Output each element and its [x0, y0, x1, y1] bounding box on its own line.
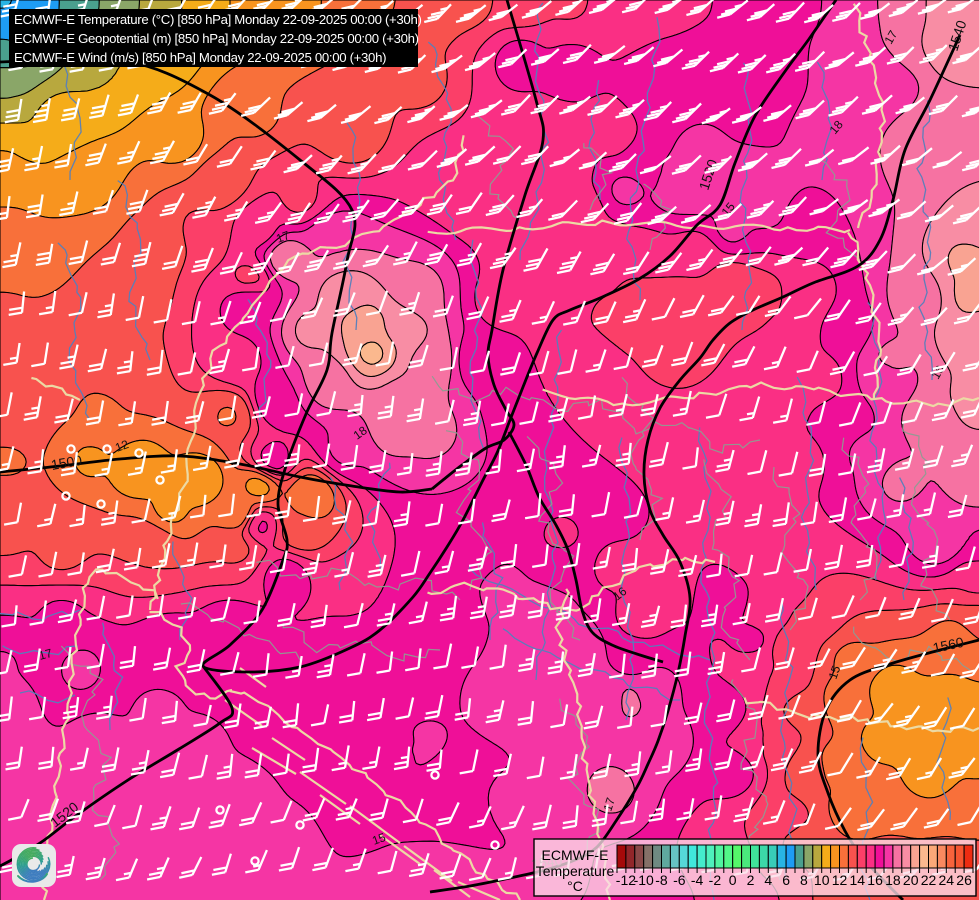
svg-text:12: 12 [832, 872, 848, 888]
svg-text:8: 8 [800, 872, 808, 888]
svg-text:22: 22 [921, 872, 937, 888]
svg-text:10: 10 [814, 872, 830, 888]
svg-text:17: 17 [37, 646, 54, 663]
svg-text:17: 17 [881, 28, 900, 47]
svg-text:0: 0 [729, 872, 737, 888]
svg-text:-4: -4 [691, 872, 704, 888]
svg-text:-10: -10 [634, 872, 654, 888]
svg-text:2: 2 [747, 872, 755, 888]
svg-text:17: 17 [274, 228, 292, 246]
svg-text:20: 20 [903, 872, 919, 888]
svg-text:1560: 1560 [931, 634, 965, 656]
svg-text:ECMWF-E Wind (m/s) [850 hPa] M: ECMWF-E Wind (m/s) [850 hPa] Monday 22-0… [14, 50, 386, 65]
svg-text:6: 6 [782, 872, 790, 888]
svg-text:16: 16 [867, 872, 883, 888]
svg-text:26: 26 [956, 872, 972, 888]
svg-text:17: 17 [601, 796, 619, 813]
svg-text:°C: °C [567, 878, 583, 894]
svg-text:ECMWF-E Temperature (°C) [850: ECMWF-E Temperature (°C) [850 hPa] Monda… [14, 12, 422, 27]
svg-text:18: 18 [885, 872, 901, 888]
svg-text:15: 15 [370, 830, 388, 848]
svg-text:ECMWF-E: ECMWF-E [542, 847, 609, 863]
svg-text:12: 12 [113, 437, 131, 455]
svg-text:-6: -6 [673, 872, 686, 888]
svg-text:Temperature: Temperature [536, 863, 615, 879]
svg-text:-8: -8 [655, 872, 668, 888]
svg-text:-12: -12 [616, 872, 636, 888]
svg-text:15: 15 [826, 663, 844, 681]
svg-text:24: 24 [939, 872, 955, 888]
svg-text:4: 4 [764, 872, 772, 888]
svg-text:-2: -2 [709, 872, 722, 888]
svg-text:ECMWF-E Geopotential (m) [850: ECMWF-E Geopotential (m) [850 hPa] Monda… [14, 31, 419, 46]
svg-text:14: 14 [850, 872, 866, 888]
